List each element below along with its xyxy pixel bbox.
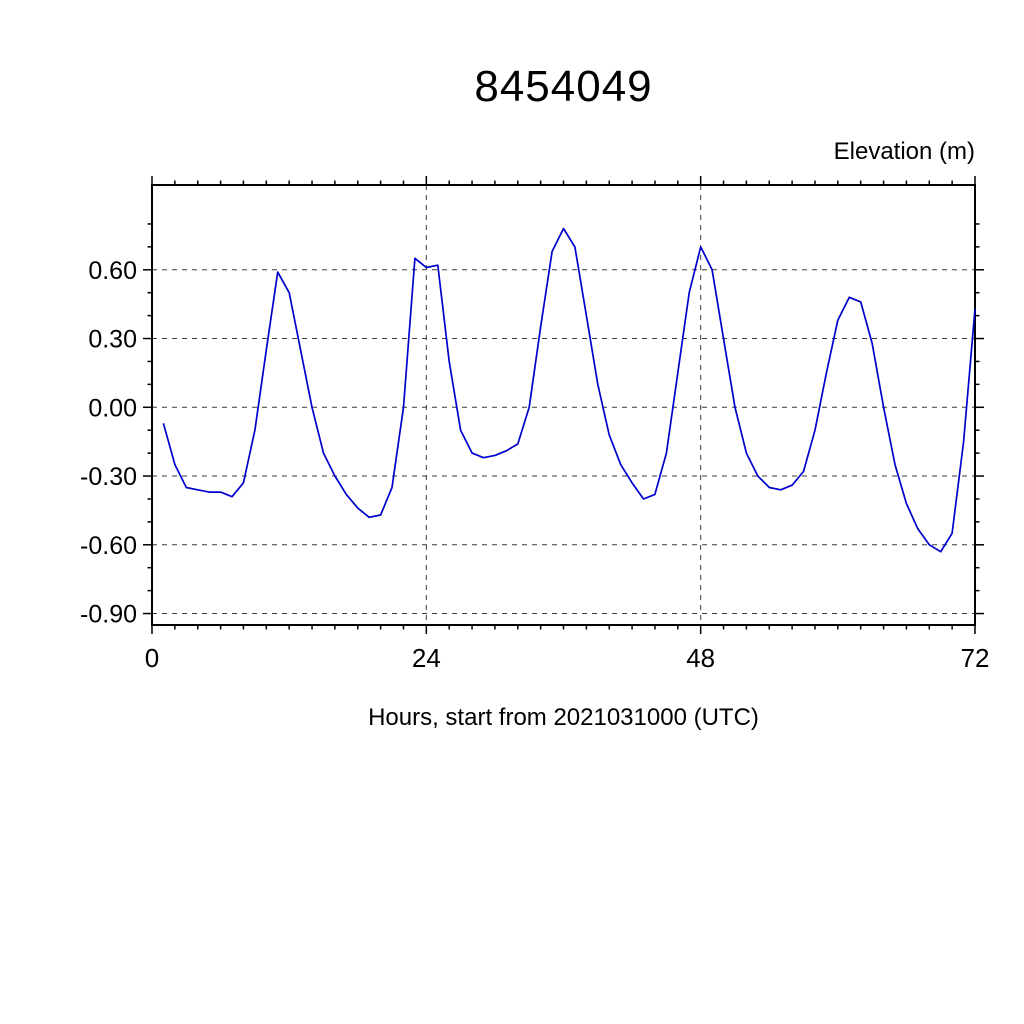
chart-title: 8454049 — [474, 62, 653, 111]
x-tick-label: 48 — [686, 643, 715, 673]
elevation-axis-label: Elevation (m) — [833, 138, 975, 165]
y-tick-label: 0.60 — [88, 257, 137, 285]
y-tick-label: -0.30 — [80, 463, 137, 491]
x-axis-label: Hours, start from 2021031000 (UTC) — [368, 704, 759, 731]
y-tick-label: -0.60 — [80, 532, 137, 560]
y-tick-label: 0.00 — [88, 394, 137, 422]
x-tick-label: 72 — [961, 643, 990, 673]
y-tick-label: 0.30 — [88, 326, 137, 354]
y-tick-label: -0.90 — [80, 601, 137, 629]
elevation-series-line — [162, 227, 976, 553]
x-tick-label: 24 — [412, 643, 441, 673]
plot-frame — [151, 184, 976, 626]
x-tick-label: 0 — [145, 643, 159, 673]
